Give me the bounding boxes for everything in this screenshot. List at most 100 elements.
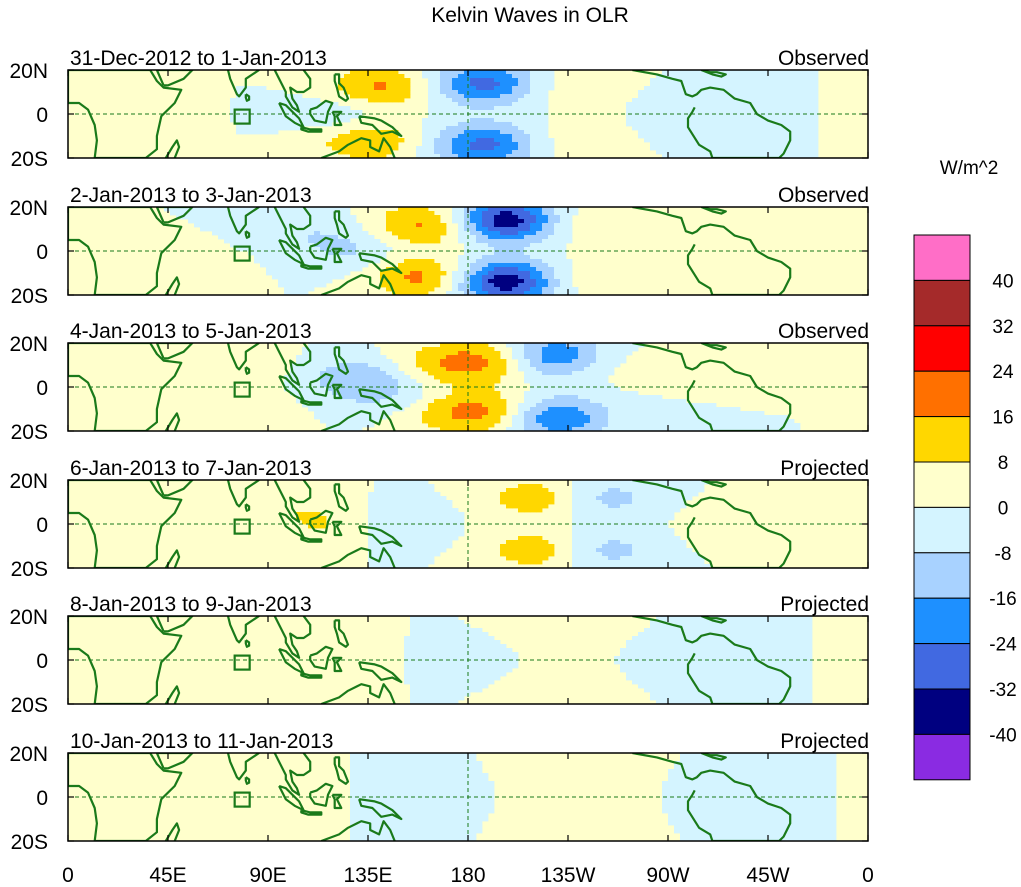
olr-cell (686, 82, 693, 87)
olr-cell (650, 636, 657, 641)
olr-cell (728, 632, 735, 637)
olr-cell (644, 640, 651, 645)
olr-cell (650, 496, 657, 501)
olr-cell (452, 211, 459, 216)
olr-cell (770, 134, 777, 139)
olr-cell (752, 419, 759, 424)
olr-cell (470, 351, 477, 356)
olr-cell (356, 243, 363, 248)
olr-cell (734, 150, 741, 155)
olr-cell (596, 367, 603, 372)
olr-cell (614, 488, 621, 493)
olr-cell (644, 122, 651, 127)
olr-cell (668, 636, 675, 641)
olr-cell (746, 86, 753, 91)
olr-cell (758, 419, 765, 424)
olr-cell (464, 363, 471, 368)
olr-cell (524, 403, 531, 408)
olr-cell (806, 90, 813, 95)
olr-cell (512, 419, 519, 424)
olr-cell (542, 138, 549, 143)
olr-cell (464, 359, 471, 364)
olr-cell (368, 423, 375, 428)
java-outline (300, 263, 323, 270)
olr-cell (458, 628, 465, 633)
olr-cell (644, 399, 651, 404)
olr-cell (608, 395, 615, 400)
olr-cell (356, 399, 363, 404)
olr-cell (398, 395, 405, 400)
olr-cell (434, 532, 441, 537)
olr-cell (776, 415, 783, 420)
olr-cell (548, 383, 555, 388)
olr-cell (368, 371, 375, 376)
olr-cell (428, 512, 435, 517)
olr-cell (524, 267, 531, 272)
olr-cell (314, 219, 321, 224)
olr-cell (668, 98, 675, 103)
olr-cell (620, 524, 627, 529)
olr-cell (296, 512, 303, 517)
olr-cell (662, 520, 669, 525)
olr-cell (482, 415, 489, 420)
olr-cell (722, 86, 729, 91)
olr-cell (560, 279, 567, 284)
olr-cell (554, 219, 561, 224)
olr-cell (464, 387, 471, 392)
olr-cell (470, 275, 477, 280)
olr-cell (374, 496, 381, 501)
olr-cell (344, 215, 351, 220)
olr-cell (752, 427, 759, 431)
olr-cell (260, 215, 267, 220)
olr-cell (626, 528, 633, 533)
olr-cell (398, 387, 405, 392)
olr-cell (374, 363, 381, 368)
olr-cell (794, 122, 801, 127)
olr-cell (542, 351, 549, 356)
olr-cell (536, 70, 543, 75)
olr-cell (680, 427, 687, 431)
olr-cell (734, 142, 741, 147)
olr-cell (320, 271, 327, 276)
olr-cell (386, 564, 393, 568)
olr-cell (392, 528, 399, 533)
olr-cell (434, 275, 441, 280)
olr-cell (680, 94, 687, 99)
olr-cell (524, 110, 531, 115)
olr-cell (512, 500, 519, 505)
olr-cell (584, 504, 591, 509)
olr-cell (446, 540, 453, 545)
olr-cell (800, 138, 807, 143)
olr-cell (680, 118, 687, 123)
olr-cell (500, 407, 507, 412)
olr-cell (410, 620, 417, 625)
olr-cell (284, 122, 291, 127)
olr-cell (626, 423, 633, 428)
olr-cell (626, 536, 633, 541)
olr-cell (338, 347, 345, 352)
olr-cell (524, 367, 531, 372)
olr-cell (656, 419, 663, 424)
olr-cell (326, 383, 333, 388)
olr-cell (518, 239, 525, 244)
olr-cell (662, 500, 669, 505)
olr-cell (536, 231, 543, 236)
olr-cell (668, 126, 675, 131)
olr-cell (764, 86, 771, 91)
olr-cell (800, 86, 807, 91)
olr-cell (776, 616, 783, 621)
olr-cell (422, 544, 429, 549)
olr-cell (554, 279, 561, 284)
olr-cell (374, 70, 381, 75)
olr-cell (620, 532, 627, 537)
olr-cell (500, 126, 507, 131)
olr-cell (632, 395, 639, 400)
olr-cell (476, 636, 483, 641)
olr-cell (656, 122, 663, 127)
olr-cell (638, 114, 645, 119)
olr-cell (596, 552, 603, 557)
olr-cell (668, 411, 675, 416)
olr-cell (674, 122, 681, 127)
olr-cell (500, 500, 507, 505)
olr-cell (722, 419, 729, 424)
